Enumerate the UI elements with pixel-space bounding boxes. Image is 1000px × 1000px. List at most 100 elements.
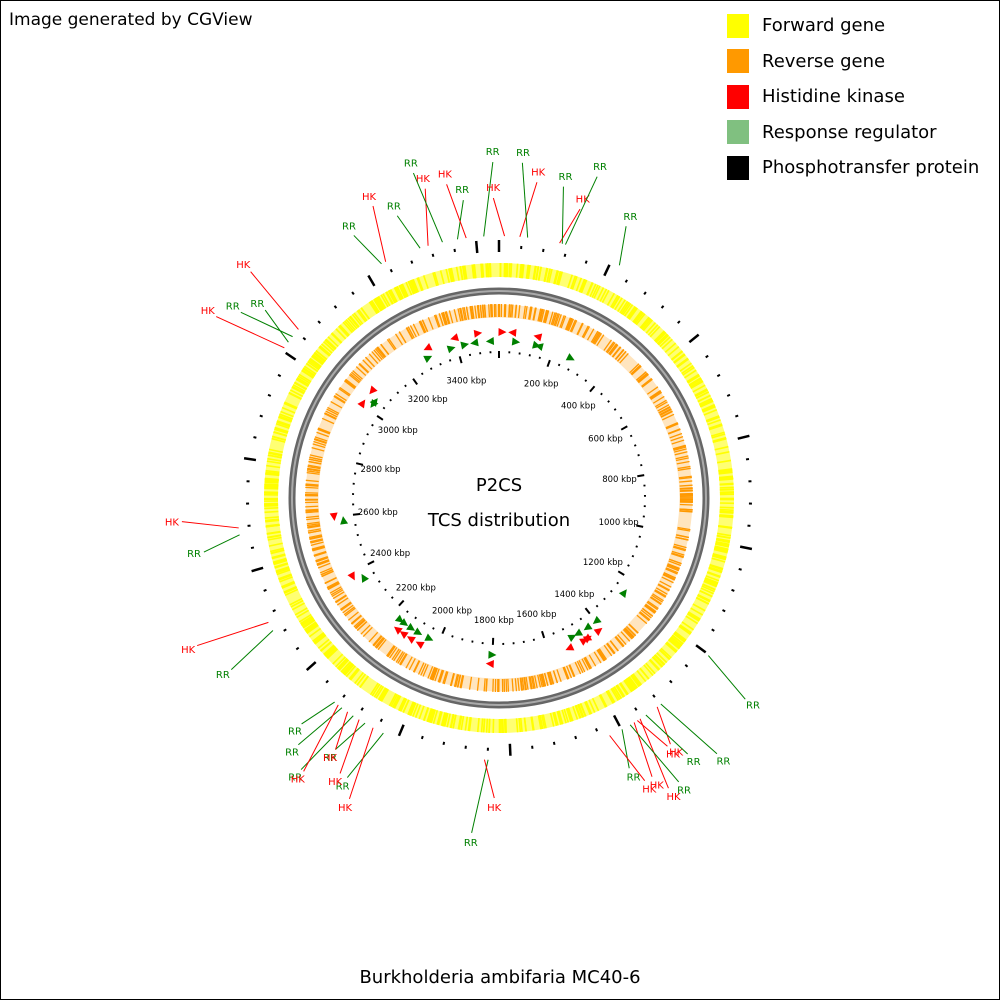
forward-gene: [488, 263, 492, 278]
forward-gene: [428, 708, 435, 723]
forward-gene: [458, 715, 463, 730]
forward-gene: [692, 603, 706, 612]
forward-gene: [584, 701, 592, 715]
reverse-gene: [659, 580, 672, 588]
forward-gene: [642, 319, 654, 332]
histidine-kinase-marker: [357, 399, 366, 409]
forward-gene: [706, 416, 720, 423]
forward-gene: [679, 362, 692, 372]
forward-gene: [308, 359, 321, 370]
forward-gene: [697, 394, 711, 403]
histidine-kinase-marker: [393, 626, 403, 635]
outer-tick: [612, 714, 621, 727]
reverse-gene: [676, 534, 690, 539]
forward-gene: [302, 367, 315, 378]
forward-gene: [632, 310, 643, 323]
ruler-tick: [390, 596, 394, 599]
forward-gene: [628, 676, 639, 689]
forward-gene: [298, 613, 312, 623]
forward-gene: [702, 405, 716, 413]
forward-gene: [712, 437, 727, 443]
forward-gene: [300, 615, 313, 625]
forward-gene: [718, 525, 733, 529]
forward-gene: [436, 711, 442, 725]
forward-gene: [574, 705, 581, 719]
forward-gene: [291, 385, 305, 394]
reverse-gene: [674, 451, 688, 456]
reverse-gene: [605, 341, 615, 353]
callout-label: RR: [404, 158, 418, 169]
outer-tick: [563, 253, 567, 258]
forward-gene: [624, 679, 634, 692]
forward-gene: [588, 699, 596, 713]
legend-item-response-regulator: Response regulator: [727, 115, 979, 151]
legend: Forward gene Reverse gene Histidine kina…: [727, 8, 979, 186]
ruler-tick: [398, 599, 405, 607]
reverse-gene: [556, 669, 562, 682]
forward-gene: [371, 683, 381, 697]
forward-gene: [271, 553, 286, 559]
forward-gene: [385, 291, 394, 305]
reverse-gene: [661, 413, 675, 421]
forward-gene: [400, 284, 408, 298]
histidine-kinase-marker: [369, 385, 378, 395]
forward-gene: [313, 634, 326, 644]
forward-gene: [296, 609, 310, 619]
reverse-gene: [455, 674, 460, 688]
forward-gene: [643, 664, 654, 677]
callout-label: RR: [323, 753, 337, 764]
reverse-gene: [343, 380, 356, 390]
reverse-gene: [319, 567, 333, 574]
forward-gene: [694, 388, 708, 397]
outer-tick: [542, 248, 545, 253]
reverse-gene: [617, 634, 627, 645]
reverse-gene: [420, 663, 427, 676]
forward-gene: [617, 299, 626, 313]
callout-line: [203, 534, 240, 553]
credit-text: Image generated by CGView: [9, 10, 253, 30]
forward-gene: [368, 301, 378, 315]
reverse-gene: [481, 304, 485, 318]
callout-label: RR: [336, 781, 350, 792]
reverse-gene: [405, 656, 413, 669]
histidine-kinase-swatch-icon: [727, 84, 749, 109]
forward-gene: [716, 535, 731, 540]
ruler-tick: [575, 373, 579, 377]
ruler-tick: [362, 442, 365, 445]
callout-label: RR: [746, 701, 760, 712]
callout-label: HK: [165, 517, 180, 528]
outer-tick: [603, 264, 611, 277]
forward-gene: [303, 365, 317, 375]
forward-gene: [591, 284, 599, 298]
reverse-gene: [307, 524, 321, 528]
outer-tick: [302, 336, 307, 341]
forward-gene: [264, 510, 279, 514]
reverse-gene: [659, 408, 672, 416]
callout-label: HK: [328, 777, 343, 788]
forward-gene: [323, 341, 335, 352]
callout-line: [629, 724, 680, 783]
forward-gene: [449, 714, 455, 729]
forward-gene: [664, 342, 677, 353]
response-regulator-marker: [567, 634, 577, 643]
forward-gene: [283, 586, 298, 594]
center-title: P2CS: [476, 475, 522, 496]
reverse-gene: [463, 307, 468, 321]
histidine-kinase-marker: [399, 631, 409, 640]
reverse-gene: [305, 510, 319, 514]
forward-gene: [417, 277, 424, 291]
forward-gene: [274, 563, 289, 569]
forward-gene: [695, 391, 710, 399]
reverse-gene: [321, 417, 335, 425]
reverse-gene: [646, 386, 659, 395]
forward-gene: [649, 658, 661, 671]
ruler-label: 800 kbp: [602, 475, 637, 485]
reverse-gene: [376, 346, 386, 358]
forward-gene: [332, 653, 344, 665]
forward-gene: [554, 270, 560, 285]
reverse-gene: [540, 309, 545, 323]
forward-gene: [376, 296, 386, 310]
forward-gene: [555, 270, 562, 285]
reverse-gene: [678, 476, 692, 480]
